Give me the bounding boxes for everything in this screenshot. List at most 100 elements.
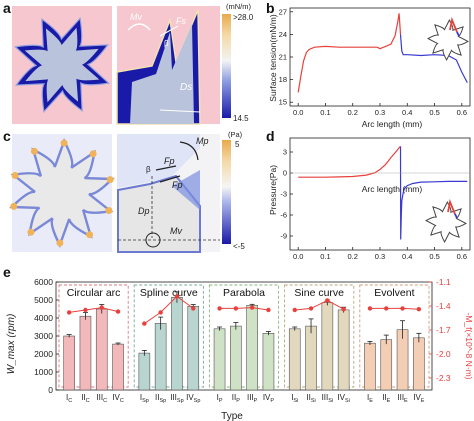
panel-d-xtick-label: 0.3 [375, 252, 385, 261]
panel-e-bar [63, 335, 75, 391]
panel-c-mv-label: Mv [170, 226, 182, 236]
panel-b-ytick-label: 18 [279, 75, 287, 84]
panel-e-moment-line [144, 295, 194, 325]
panel-a-surface-tension-map: Mv Fs β Ds (mN/m) >28.0 14.5 [12, 2, 254, 125]
panel-b-xtick-label: 0.2 [348, 108, 358, 117]
pressure-hotspot [105, 207, 113, 214]
panel-e-xtick-label: IVP [263, 393, 275, 404]
panel-e-bar [187, 305, 200, 391]
panel-a-colorbar [222, 14, 231, 118]
panel-a-mv-label: Mv [130, 12, 142, 22]
panel-e-xtick-label: IIIE [397, 393, 408, 404]
panel-e-group-box [58, 284, 129, 388]
panel-e-ylabel: W_max (rpm) [6, 314, 17, 375]
panel-c-rotation-center [145, 232, 161, 248]
panel-e-xtick-label: IIP [232, 393, 240, 404]
panel-c-pressure-map: Mp Fp Fp β Dp Mv (Pa) 5 <-5 [9, 130, 245, 253]
panel-e-moment-point [115, 309, 121, 314]
panel-b-inset-red-edge [449, 16, 458, 33]
panel-e-ytick-label: 0 [48, 385, 53, 395]
panel-label-a: a [3, 0, 11, 16]
panel-e-y2label: -M_f(×10^-8 N·m) [464, 312, 474, 379]
panel-b-ytick-label: 24 [279, 30, 287, 39]
panel-e-y2tick-label: -1.4 [436, 301, 451, 311]
panel-b-xtick-label: 0.5 [429, 108, 439, 117]
panel-e-bar [230, 325, 242, 391]
panel-e-group-box [359, 284, 430, 388]
panel-c-zoom-low-pressure [172, 170, 200, 210]
panel-a-colorbar-max: >28.0 [233, 13, 254, 22]
panel-e-y2tick-label: -2.3 [436, 373, 451, 383]
panel-b-series-line-0 [297, 13, 402, 93]
panel-a-ds-line [159, 109, 201, 113]
panel-e-bar [213, 328, 226, 391]
pressure-hotspot [10, 202, 18, 210]
panel-e-moment-point [384, 306, 389, 311]
panel-e-xtick-label: IIC [81, 393, 89, 404]
panel-d-pressure-chart: Pressure(Pa) Arc length (mm) 0.0 0.1 0.2 0.… [268, 137, 471, 261]
panel-c-beta-label: β [146, 165, 151, 174]
panel-e-moment-point [99, 305, 104, 310]
panel-d-ytick-label: 0 [283, 169, 287, 178]
pressure-hotspot [56, 239, 64, 247]
panel-e-xtick-label: IP [217, 393, 223, 404]
panel-e-xtick-label: IIISi [322, 393, 334, 404]
panel-d-inset-gear [425, 201, 467, 243]
panel-b-ylabel: Surface tension(mN/m) [268, 14, 278, 102]
panel-label-e: e [3, 264, 11, 280]
panel-label-c: c [3, 128, 11, 144]
panel-e-xtick-label: IVC [112, 393, 124, 404]
panel-c-dp-label: Dp [138, 206, 150, 216]
panel-e-moment-point [292, 307, 297, 313]
panel-e-xtick-label: IIIP [247, 393, 258, 404]
panel-a-beta-label: β [164, 39, 169, 48]
panel-c-mp-label: Mp [196, 136, 209, 146]
panel-b-ytick-label: 21 [279, 53, 287, 62]
panel-e-bar [138, 352, 151, 391]
panel-e-xtick-label: IVE [413, 393, 425, 404]
panel-e-bar [79, 315, 92, 391]
panel-c-colorbar-min: <-5 [233, 242, 245, 251]
panel-e-bar [364, 342, 376, 391]
panel-e-bar [262, 333, 275, 391]
panel-e-xtick-label: IISp [155, 393, 166, 404]
panel-e-bar [112, 343, 124, 391]
panel-a-fs-arrow [159, 25, 179, 37]
panel-e-xtick-label: IC [66, 393, 72, 404]
panel-e-bar [305, 325, 317, 391]
panel-e-xtick-label: ISp [140, 393, 149, 404]
panel-e-ytick-label: 2000 [34, 349, 53, 359]
panel-b-xtick-label: 0.0 [293, 108, 303, 117]
panel-e-bar [171, 296, 183, 391]
panel-e-ytick-label: 5000 [34, 295, 53, 305]
panel-e-xtick-label: IIIC [96, 393, 107, 404]
panel-e-y2tick-label: -1.1 [436, 277, 451, 287]
panel-e-bar [337, 309, 350, 391]
panel-b-series-line-1 [399, 34, 468, 83]
panel-e-group-box [208, 284, 280, 388]
pressure-hotspot [89, 150, 97, 158]
panel-e-moment-point [158, 310, 163, 315]
panel-c-zoom-tooth [117, 174, 201, 253]
panel-e-group-title: Spline curve [140, 287, 198, 299]
panel-c-colorbar-unit: (Pa) [228, 130, 243, 139]
panel-e-moment-line [69, 307, 119, 313]
panel-e-bar [396, 329, 409, 391]
panel-c-fp2-arrow [159, 175, 181, 183]
panel-d-xtick-label: 0.4 [402, 252, 412, 261]
panel-a-gear-inner [24, 27, 100, 103]
panel-e-moment-point [142, 321, 147, 326]
panel-c-fp2-label: Fp [172, 180, 183, 190]
panel-e-ytick-label: 6000 [34, 277, 53, 287]
panel-c-mp-arrow [179, 141, 199, 161]
panel-e-group-title: Parabola [223, 287, 265, 299]
panel-e-moment-point [83, 307, 88, 313]
panel-e-xtick-label: IISi [306, 393, 315, 404]
panel-e-moment-line [294, 299, 344, 311]
panel-e-xtick-label: ISi [291, 393, 298, 404]
panel-e-xtick-label: IIISp [170, 393, 183, 404]
panel-e-group-title: Evolvent [374, 287, 414, 299]
panel-e-bar [413, 337, 425, 391]
panel-e-moment-point [325, 298, 330, 303]
panel-e-moment-point [308, 306, 314, 311]
